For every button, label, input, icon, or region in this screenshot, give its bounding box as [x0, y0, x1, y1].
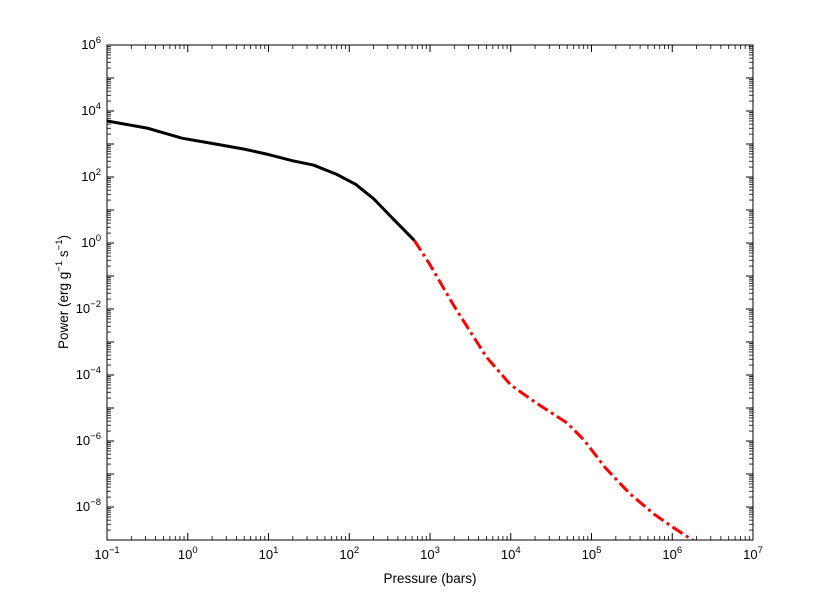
x-tick-label-2: 101 — [259, 545, 279, 562]
x-tick-label-7: 106 — [662, 545, 682, 562]
minor-ticks — [107, 45, 753, 540]
y-tick-labels: 10−8 10−6 10−4 10−2 100 102 104 106 — [76, 35, 101, 514]
y-tick-label-4: 100 — [81, 233, 101, 250]
x-tick-label-6: 105 — [582, 545, 602, 562]
x-tick-labels: 10−1 100 101 102 103 104 105 106 107 — [94, 545, 763, 562]
y-tick-label-3: 10−2 — [76, 299, 101, 316]
series-line-1 — [107, 119, 416, 242]
y-axis-label-exp-2: −1 — [54, 240, 65, 251]
y-axis-label: Power (erg g−1 s−1) — [54, 235, 71, 349]
y-axis-label-part-1: Power (erg g — [56, 272, 71, 349]
x-tick-label-1: 100 — [178, 545, 198, 562]
y-tick-label-7: 106 — [81, 35, 101, 52]
x-tick-label-3: 102 — [339, 545, 359, 562]
plot-area — [107, 45, 753, 540]
y-tick-label-1: 10−6 — [76, 431, 101, 448]
y-tick-label-2: 10−4 — [76, 365, 101, 382]
x-tick-label-4: 103 — [420, 545, 440, 562]
axes-frame — [106, 44, 754, 541]
x-tick-label-8: 107 — [743, 545, 763, 562]
y-tick-label-5: 102 — [81, 167, 101, 184]
y-axis-label-part-3: ) — [56, 235, 71, 240]
series-line-2 — [413, 239, 696, 540]
y-axis-label-exp-1: −1 — [54, 261, 65, 272]
y-axis-label-part-2: s — [56, 250, 71, 261]
series-layer — [107, 119, 696, 540]
x-tick-label-0: 10−1 — [94, 545, 119, 562]
y-tick-label-0: 10−8 — [76, 497, 101, 514]
x-tick-label-5: 104 — [501, 545, 521, 562]
y-tick-label-6: 104 — [81, 101, 101, 118]
x-axis-label: Pressure (bars) — [383, 571, 476, 586]
